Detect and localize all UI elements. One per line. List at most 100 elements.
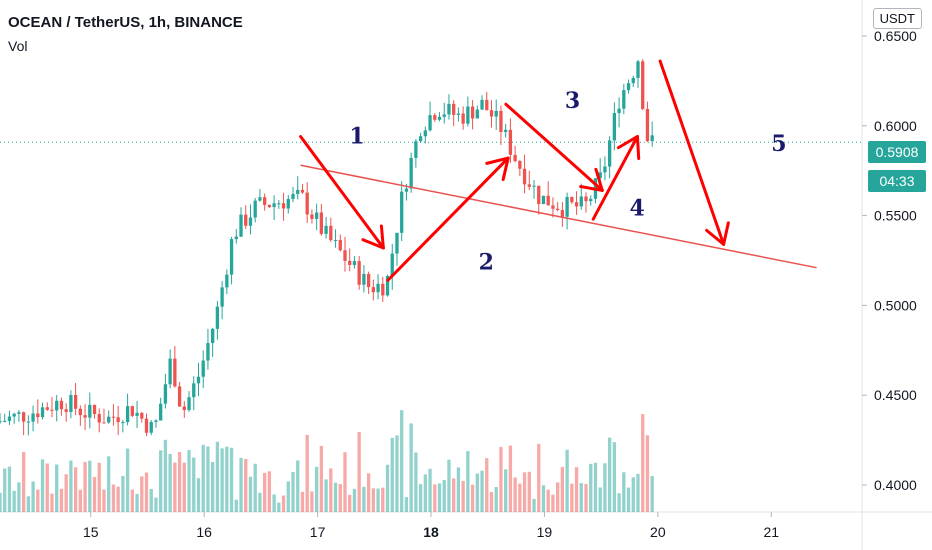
volume-bar: [333, 482, 338, 512]
candle-body: [310, 214, 314, 219]
volume-bar: [414, 452, 418, 512]
wave-arrow-head: [722, 221, 730, 246]
candle-body: [622, 90, 626, 109]
volume-bar: [305, 434, 309, 512]
volume-bar: [45, 463, 49, 512]
candle-body: [598, 172, 602, 179]
candle-body: [102, 422, 106, 424]
volume-bar: [409, 423, 413, 512]
volume-bar: [277, 502, 281, 512]
volume-bar: [494, 487, 498, 512]
volume-bar: [88, 460, 92, 512]
candle-body: [551, 205, 555, 209]
candle-body: [36, 413, 40, 418]
candle-body: [508, 129, 513, 155]
volume-bar: [418, 484, 423, 512]
candle-body: [168, 358, 172, 385]
volume-bar: [286, 481, 290, 512]
volume-bar: [0, 492, 2, 512]
candle-body: [570, 196, 574, 203]
candle-body: [26, 421, 31, 423]
candle-body: [589, 198, 593, 202]
trendline: [300, 164, 817, 269]
candle-body: [532, 185, 536, 187]
volume-bar: [338, 484, 342, 512]
volume-bar: [461, 480, 465, 512]
candle-body: [418, 136, 423, 142]
volume-bar: [125, 448, 130, 512]
volume-bar: [560, 466, 565, 512]
candle-body: [362, 273, 366, 285]
candle-body: [537, 185, 541, 205]
candle-body: [499, 110, 503, 133]
candle-body: [565, 196, 569, 217]
volume-bar: [192, 457, 196, 512]
candle-body: [338, 239, 342, 251]
candle-body: [447, 103, 451, 115]
candle-body: [281, 203, 286, 209]
volume-bar: [31, 481, 35, 512]
candle-body: [262, 197, 267, 205]
volume-bar: [78, 489, 82, 512]
candle-body: [395, 232, 399, 254]
currency-button[interactable]: USDT: [872, 8, 922, 29]
candle-body: [645, 108, 650, 142]
candle-body: [286, 198, 290, 209]
volume-bar: [3, 468, 7, 512]
volume-bar: [452, 478, 456, 512]
wave-arrow: [591, 135, 639, 221]
candle-body: [352, 261, 357, 265]
volume-bar: [532, 498, 536, 512]
volume-bar: [121, 475, 125, 512]
candle-body: [584, 196, 588, 202]
candle-body: [461, 113, 465, 124]
volume-bar: [376, 488, 380, 512]
volume-bar: [626, 487, 631, 512]
volume-bar: [598, 487, 602, 512]
candle-body: [366, 273, 371, 288]
volume-bar: [650, 476, 654, 512]
candle-body: [201, 360, 205, 377]
candle-body: [300, 189, 305, 193]
candle-body: [296, 189, 300, 194]
candle-body: [272, 203, 276, 208]
volume-bar: [480, 470, 484, 512]
volume-bar: [296, 460, 300, 512]
candle-body: [277, 203, 281, 205]
wave-label: 5: [771, 131, 786, 157]
candle-body: [329, 225, 333, 241]
y-tick-label: 0.6000: [874, 118, 917, 134]
volume-bar: [579, 483, 583, 512]
volume-bar: [248, 476, 253, 512]
volume-bar: [159, 450, 163, 512]
candle-body: [248, 217, 253, 226]
wave-arrow-head: [594, 167, 604, 192]
volume-bar: [225, 446, 229, 512]
candle-body: [187, 397, 191, 411]
volume-bar: [291, 471, 295, 512]
volume-bar: [239, 457, 243, 512]
volume-bar: [541, 485, 546, 512]
candle-body: [225, 274, 229, 288]
candle-body: [267, 204, 272, 208]
volume-bar: [324, 479, 328, 512]
volume-bar: [135, 493, 139, 512]
volume-bar: [607, 437, 612, 512]
candle-body: [92, 404, 97, 415]
volume-bar: [215, 441, 220, 512]
candle-body: [348, 260, 352, 265]
candle-body: [433, 115, 437, 120]
volume-bar: [272, 494, 276, 512]
candle-body: [480, 99, 484, 110]
candle-body: [0, 421, 2, 423]
wave-arrow-head: [485, 156, 510, 165]
volume-bar: [357, 431, 361, 512]
volume-bar: [59, 488, 64, 512]
volume-bar: [50, 493, 54, 512]
volume-bar: [187, 450, 191, 512]
volume-bar: [589, 463, 593, 512]
x-tick-label: 20: [650, 524, 666, 540]
countdown-badge: 04:33: [868, 170, 926, 192]
